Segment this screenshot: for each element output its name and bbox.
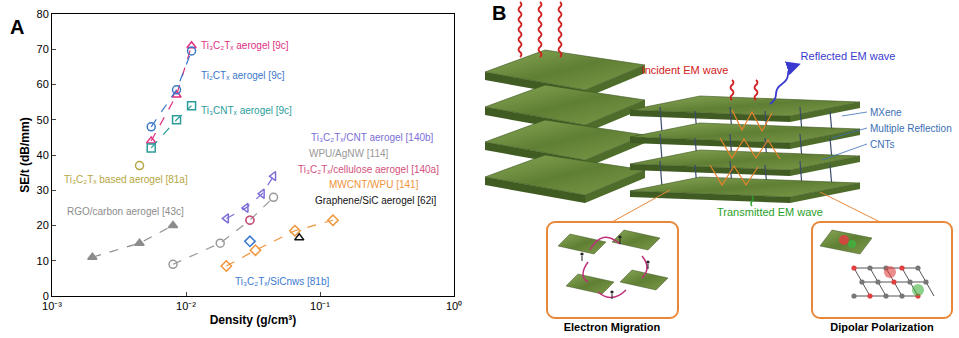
svg-text:10⁻²: 10⁻² [176,300,196,312]
svg-text:40: 40 [37,149,49,161]
svg-text:0: 0 [43,290,49,302]
svg-text:Graphene/SiC aerogel [62i]: Graphene/SiC aerogel [62i] [315,195,436,206]
svg-text:Dipolar Polarization: Dipolar Polarization [830,321,934,333]
svg-text:MXene: MXene [870,107,902,118]
svg-text:SE/t (dB/mm): SE/t (dB/mm) [18,117,32,192]
svg-text:80: 80 [37,8,49,20]
svg-text:Ti₃C₂Tₓ aerogel [9c]: Ti₃C₂Tₓ aerogel [9c] [201,40,289,51]
svg-text:60: 60 [37,78,49,90]
svg-text:Ti₃C₂Tₓ/cellulose aerogel [140: Ti₃C₂Tₓ/cellulose aerogel [140a] [298,164,439,175]
svg-text:Ti₃C₂Tₓ/SiCnws [81b]: Ti₃C₂Tₓ/SiCnws [81b] [235,276,329,287]
svg-text:Ti₃C₂Tₓ based aerogel [81a]: Ti₃C₂Tₓ based aerogel [81a] [64,174,188,185]
svg-text:30: 30 [37,184,49,196]
svg-text:Multiple Reflection: Multiple Reflection [870,123,952,134]
svg-text:Reflected EM wave: Reflected EM wave [801,50,896,62]
svg-text:Ti₃CNTₓ aerogel [9c]: Ti₃CNTₓ aerogel [9c] [201,105,292,116]
svg-text:B: B [492,2,506,24]
svg-text:A: A [10,16,24,38]
svg-text:Incident EM wave: Incident EM wave [642,64,729,76]
svg-text:50: 50 [37,114,49,126]
svg-text:RGO/carbon aerogel [43c]: RGO/carbon aerogel [43c] [67,206,184,217]
svg-text:10⁰: 10⁰ [446,300,462,312]
svg-text:70: 70 [37,43,49,55]
svg-text:10⁻³: 10⁻³ [42,300,62,312]
svg-text:WPU/AgNW [114]: WPU/AgNW [114] [309,148,388,159]
svg-text:10: 10 [37,255,49,267]
svg-text:Density (g/cm³): Density (g/cm³) [210,313,297,327]
svg-text:Transmitted EM wave: Transmitted EM wave [717,206,823,218]
svg-text:CNTs: CNTs [870,139,894,150]
svg-text:Ti₂CTₓ aerogel [9c]: Ti₂CTₓ aerogel [9c] [201,70,285,81]
svg-text:Electron Migration: Electron Migration [564,321,661,333]
svg-text:10⁻¹: 10⁻¹ [310,300,330,312]
svg-text:MWCNT/WPU [141]: MWCNT/WPU [141] [329,179,419,190]
svg-text:20: 20 [37,219,49,231]
svg-text:Ti₃C₂Tₓ/CNT aerogel [140b]: Ti₃C₂Tₓ/CNT aerogel [140b] [311,132,434,143]
